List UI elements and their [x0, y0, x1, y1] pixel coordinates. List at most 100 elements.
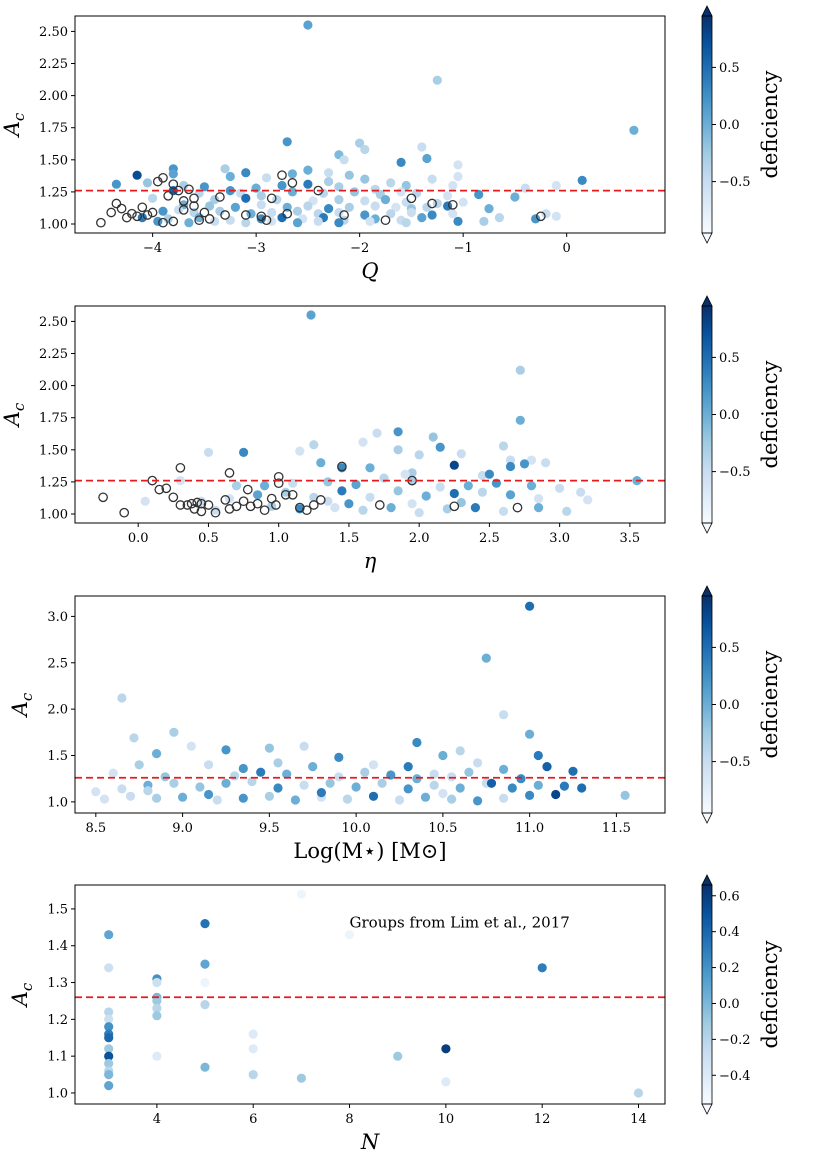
data-point	[152, 1051, 162, 1061]
x-tick-label: −1	[454, 241, 473, 256]
data-point	[292, 218, 303, 228]
y-tick-label: 1.0	[47, 1086, 68, 1101]
data-point	[152, 749, 162, 759]
colorbar-extend-min	[701, 522, 713, 534]
data-point	[200, 919, 210, 929]
data-point	[221, 745, 231, 755]
data-point	[620, 790, 630, 801]
data-point	[447, 772, 457, 782]
data-point	[104, 1014, 114, 1024]
data-point	[633, 1088, 644, 1098]
data-point	[316, 458, 326, 468]
colorbar-extend-min	[701, 812, 713, 824]
data-point	[456, 449, 466, 459]
x-tick-label: 8.5	[85, 821, 106, 836]
x-axis-label: η	[364, 549, 377, 573]
data-point	[407, 468, 417, 478]
data-point	[441, 1077, 451, 1087]
data-point	[303, 179, 313, 189]
open-data-point	[287, 489, 298, 500]
colorbar-label: deficiency	[758, 940, 782, 1048]
y-tick-label: 3.0	[47, 610, 68, 625]
data-point	[309, 440, 319, 450]
data-point	[443, 191, 453, 201]
data-point	[396, 187, 406, 197]
open-data-point	[98, 492, 108, 503]
data-point	[393, 486, 403, 496]
x-tick-label: 0.0	[128, 531, 149, 546]
open-data-point	[175, 462, 186, 473]
x-tick-label: 4	[153, 1112, 161, 1127]
data-point	[256, 767, 266, 777]
data-point	[351, 479, 361, 490]
x-tick-label: 0	[563, 241, 571, 256]
data-point	[401, 197, 411, 207]
data-point	[104, 963, 114, 973]
open-data-point	[252, 498, 263, 509]
data-point	[432, 75, 442, 85]
data-point	[417, 213, 427, 223]
data-point	[173, 205, 184, 215]
axes-frame	[74, 884, 666, 1105]
x-tick-label: −2	[350, 241, 369, 256]
colorbar-label: deficiency	[758, 360, 782, 468]
data-point	[108, 768, 118, 778]
data-point	[104, 1033, 114, 1043]
data-point	[568, 766, 578, 776]
data-point	[152, 996, 162, 1006]
data-point	[246, 209, 256, 219]
colorbar-tick-label: −0.4	[719, 1069, 751, 1084]
data-point	[152, 1011, 162, 1021]
data-point	[253, 490, 263, 500]
data-point	[169, 727, 179, 737]
data-point	[308, 762, 318, 772]
open-data-point	[194, 215, 205, 226]
data-point	[199, 182, 209, 192]
data-point	[507, 783, 517, 793]
open-data-point	[220, 495, 231, 505]
data-point	[104, 1044, 114, 1054]
data-point	[104, 1007, 114, 1017]
data-point	[111, 179, 121, 189]
data-point	[303, 165, 313, 175]
data-point	[447, 794, 457, 804]
data-point	[303, 20, 313, 30]
data-point	[422, 202, 432, 212]
data-point	[323, 477, 333, 487]
data-point	[296, 889, 306, 899]
panel-eta: 0.0 0.5 1.0 1.5 2.0 2.5 3.0 3.5 1.00 1.25 1.50 1.75…	[0, 295, 782, 573]
data-point	[292, 206, 303, 216]
data-point	[368, 760, 379, 770]
data-point	[256, 200, 266, 210]
data-point	[541, 458, 551, 468]
colorbar: −0.5 0.0 0.5 deficiency	[701, 5, 782, 244]
colorbar-extend-max	[701, 295, 713, 307]
data-point	[365, 216, 375, 226]
data-point	[210, 505, 221, 515]
open-data-point	[449, 501, 460, 512]
data-point	[429, 780, 439, 790]
data-point	[394, 795, 405, 805]
data-point	[178, 792, 188, 802]
colorbar-tick-label: 0.5	[719, 641, 740, 656]
data-point	[334, 207, 344, 218]
y-tick-label: 1.25	[39, 475, 68, 490]
data-point	[248, 1029, 258, 1039]
data-point	[230, 202, 240, 212]
data-point	[464, 767, 474, 777]
x-tick-label: 9.0	[172, 821, 193, 836]
panel-Q: −4 −3 −2 −1 0 1.00 1.25 1.50 1.75 2.00 2.25 2.50 Q Ac…	[0, 5, 782, 283]
data-point	[256, 191, 266, 201]
data-point	[239, 447, 249, 457]
data-point	[324, 168, 334, 178]
data-point	[551, 180, 561, 191]
data-point	[238, 793, 248, 803]
open-data-point	[203, 500, 214, 510]
data-point	[473, 758, 483, 768]
open-data-point	[186, 498, 197, 509]
data-point	[152, 977, 162, 988]
open-data-point	[199, 207, 210, 218]
open-data-point	[220, 210, 230, 220]
data-point	[277, 180, 287, 191]
